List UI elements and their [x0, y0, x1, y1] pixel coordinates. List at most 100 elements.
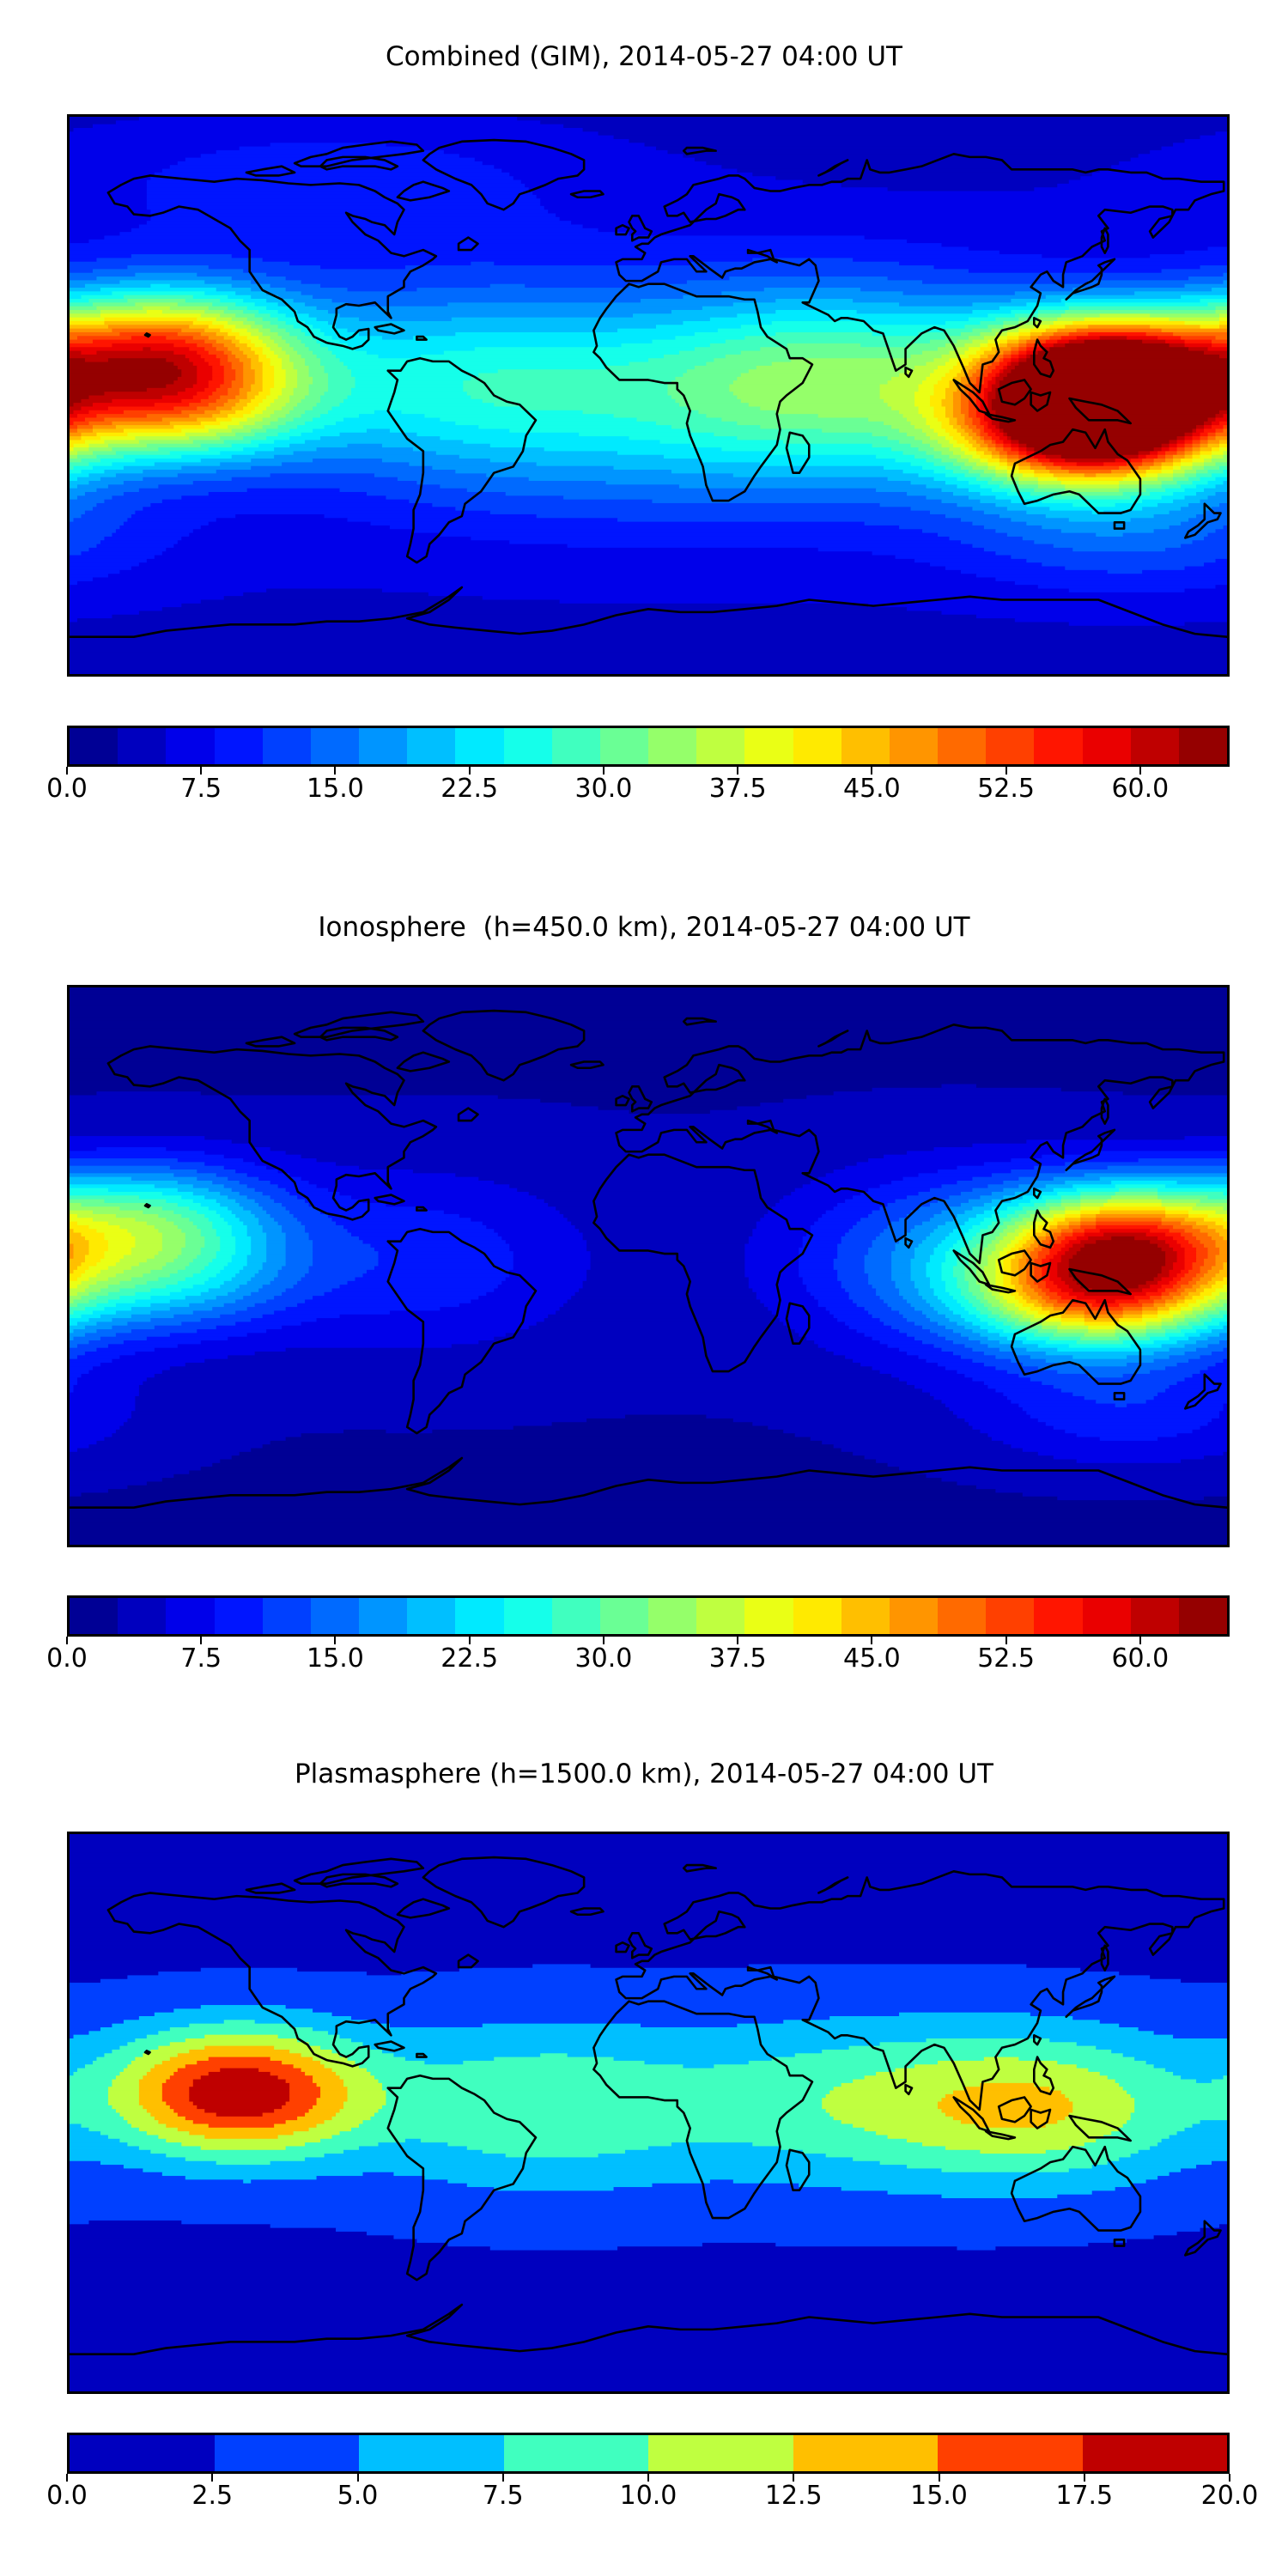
tick-label: 45.0 [842, 1643, 901, 1674]
colorbar-band [938, 1598, 987, 1634]
coastlines [70, 1009, 1227, 1509]
tick-mark [793, 2474, 795, 2482]
contour-field-ionosphere [70, 987, 1227, 1545]
tick-label: 60.0 [1111, 774, 1170, 804]
colorbar-band [503, 728, 552, 764]
colorbar-band [214, 2435, 359, 2471]
colorbar-band [793, 728, 841, 764]
tick-mark [211, 2474, 214, 2482]
tick-mark [871, 767, 873, 775]
colorbar-band [455, 728, 504, 764]
colorbar-band [407, 1598, 456, 1634]
colorbar-band [455, 1598, 504, 1634]
colorbar-band [648, 728, 697, 764]
colorbar-ticks-combined-gim: 0.0 7.5 15.0 22.5 30.0 37.5 45.0 52.5 60.0 [46, 767, 1230, 805]
tick-mark [334, 1637, 337, 1644]
map-axes-plasmasphere[interactable] [67, 1832, 1230, 2394]
colorbar-band [648, 2435, 793, 2471]
colorbar-band [696, 1598, 745, 1634]
tick-label: 0.0 [46, 2481, 88, 2511]
tick-label: 22.5 [440, 1643, 499, 1674]
colorbar-band [1178, 728, 1227, 764]
colorbar-band [1034, 1598, 1083, 1634]
colorbar-band [841, 728, 890, 764]
tick-label: 45.0 [842, 774, 901, 804]
tick-mark [334, 767, 337, 775]
tick-label: 15.0 [307, 774, 364, 804]
tick-label: 0.0 [46, 1643, 88, 1674]
colorbar-band [696, 728, 745, 764]
panel-title-ionosphere: Ionosphere (h=450.0 km), 2014-05-27 04:0… [318, 912, 970, 943]
tick-label: 37.5 [708, 774, 767, 804]
colorbar-band [599, 728, 649, 764]
colorbar-band [70, 728, 118, 764]
tick-mark [1229, 2474, 1230, 2482]
map-axes-ionosphere[interactable] [67, 985, 1230, 1547]
colorbar-band [70, 2435, 215, 2471]
colorbar-gradient-combined-gim [67, 726, 1230, 767]
tick-label: 7.5 [180, 1643, 222, 1674]
colorbar-gradient-ionosphere [67, 1595, 1230, 1637]
tick-label: 0.0 [46, 774, 88, 804]
colorbar-band [744, 1598, 793, 1634]
colorbar-band [118, 728, 167, 764]
tick-mark [871, 1637, 873, 1644]
tick-label: 5.0 [337, 2481, 379, 2511]
colorbar-band [793, 2435, 938, 2471]
filled-contours [70, 117, 1227, 674]
tick-mark [66, 1637, 68, 1644]
colorbar-band [986, 728, 1035, 764]
colorbar-band [986, 1598, 1035, 1634]
tick-label: 10.0 [619, 2481, 677, 2511]
tick-label: 52.5 [977, 1643, 1036, 1674]
tick-mark [938, 2474, 940, 2482]
colorbar-band [70, 1598, 118, 1634]
coastlines [70, 1856, 1227, 2355]
tick-label: 60.0 [1111, 1643, 1170, 1674]
colorbar-band [1178, 1598, 1227, 1634]
colorbar-band [503, 2435, 648, 2471]
colorbar-band [1082, 1598, 1131, 1634]
colorbar-band [359, 728, 408, 764]
coastlines [70, 138, 1227, 638]
colorbar-band [938, 728, 987, 764]
tick-mark [468, 767, 471, 775]
tick-mark [737, 767, 739, 775]
colorbar-band [551, 728, 600, 764]
colorbar-band [1082, 2435, 1227, 2471]
panel-title-combined-gim: Combined (GIM), 2014-05-27 04:00 UT [386, 41, 902, 72]
tick-label: 22.5 [440, 774, 499, 804]
colorbar-ticks-plasmasphere: 0.0 2.5 5.0 7.5 10.0 12.5 15.0 17.5 20.0 [46, 2474, 1258, 2512]
tick-label: 20.0 [1200, 2481, 1259, 2511]
colorbar-band [262, 728, 311, 764]
tick-mark [647, 2474, 649, 2482]
panel-title-plasmasphere: Plasmasphere (h=1500.0 km), 2014-05-27 0… [294, 1759, 993, 1789]
colorbar-ionosphere [67, 1595, 1230, 1637]
tick-label: 30.0 [574, 774, 633, 804]
colorbar-band [1130, 1598, 1179, 1634]
tick-mark [66, 767, 68, 775]
colorbar-band [744, 728, 793, 764]
tick-mark [1083, 2474, 1085, 2482]
tick-label: 15.0 [307, 1643, 364, 1674]
contour-field-combined-gim [70, 117, 1227, 674]
colorbar-band [889, 1598, 939, 1634]
colorbar-band [214, 1598, 263, 1634]
colorbar-band [793, 1598, 841, 1634]
tick-label: 52.5 [977, 774, 1036, 804]
tick-mark [468, 1637, 471, 1644]
colorbar-band [214, 728, 263, 764]
tick-mark [602, 1637, 605, 1644]
colorbar-combined-gim [67, 726, 1230, 767]
colorbar-band [841, 1598, 890, 1634]
colorbar-gradient-plasmasphere [67, 2433, 1230, 2474]
tick-label: 7.5 [482, 2481, 524, 2511]
colorbar-band [503, 1598, 552, 1634]
tick-label: 2.5 [191, 2481, 234, 2511]
map-axes-combined-gim[interactable] [67, 114, 1230, 677]
tick-mark [501, 2474, 504, 2482]
tick-mark [1139, 767, 1141, 775]
